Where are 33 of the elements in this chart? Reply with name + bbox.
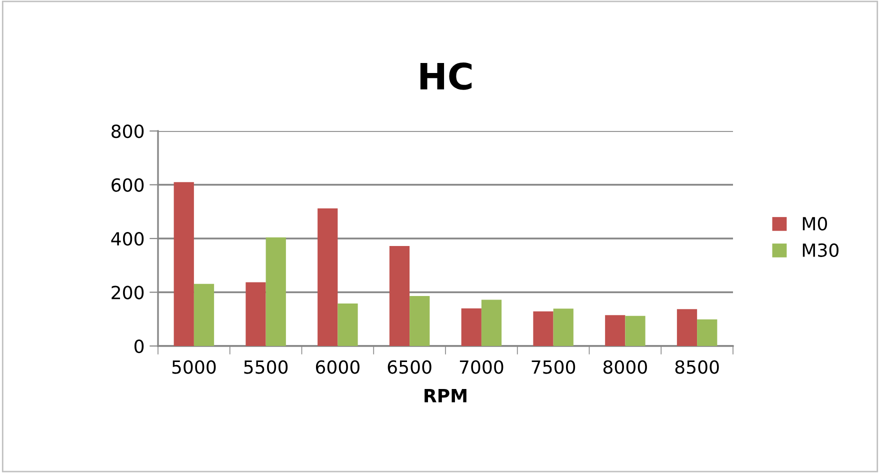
x-tick-label: 7000 xyxy=(460,360,504,374)
legend-label: M30 xyxy=(802,243,838,257)
legend-label: M0 xyxy=(802,216,828,230)
y-tick-label: 800 xyxy=(112,124,144,138)
x-axis-title: RPM xyxy=(424,389,466,402)
bar xyxy=(389,246,410,346)
y-tick-label: 400 xyxy=(111,232,144,246)
x-tick-label: 8500 xyxy=(675,360,719,374)
y-tick-label: 600 xyxy=(112,178,144,192)
bar xyxy=(697,319,718,346)
bar xyxy=(605,315,626,346)
bar xyxy=(676,309,698,346)
bar xyxy=(318,208,338,346)
x-tick-label: 8000 xyxy=(603,360,647,374)
bar xyxy=(266,237,286,346)
bar xyxy=(553,308,574,346)
x-tick-label: 5500 xyxy=(244,360,288,374)
y-tick-label: 200 xyxy=(112,286,144,300)
bar xyxy=(625,316,646,346)
x-tick-label: 7500 xyxy=(532,360,576,374)
x-tick-label: 6000 xyxy=(316,360,360,374)
x-tick-label: 5000 xyxy=(172,360,216,374)
bar xyxy=(174,182,194,346)
bar xyxy=(481,300,502,346)
bar xyxy=(533,311,554,346)
bar xyxy=(194,284,214,346)
bar xyxy=(246,282,266,346)
x-tick-label: 6500 xyxy=(388,360,432,374)
bar xyxy=(461,308,482,346)
bar xyxy=(410,296,430,346)
chart-title: HC xyxy=(420,62,472,90)
bar xyxy=(338,304,358,346)
y-tick-label: 0 xyxy=(134,339,144,354)
